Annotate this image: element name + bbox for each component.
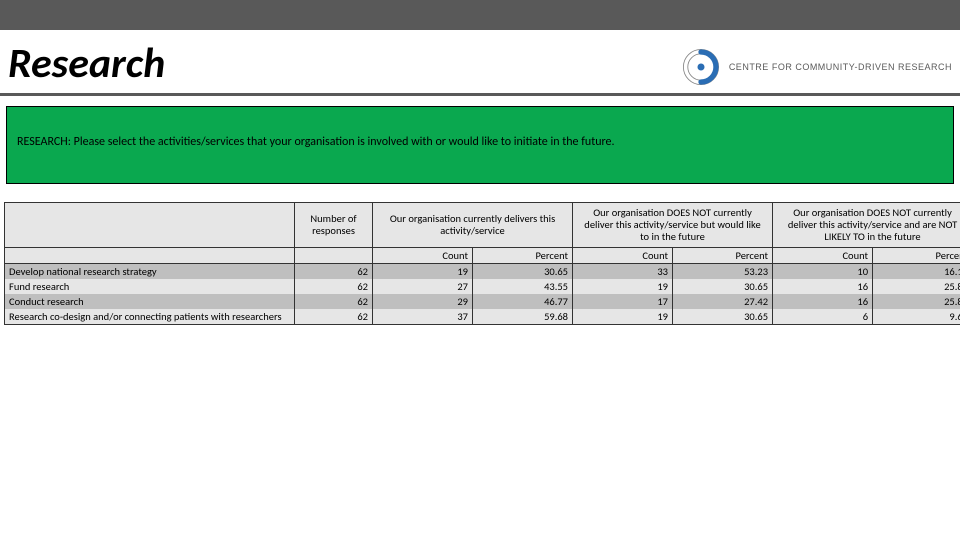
logo-icon — [679, 45, 723, 89]
cell-n: 62 — [295, 294, 373, 309]
table-row: Develop national research strategy621930… — [5, 264, 960, 280]
cell-n: 62 — [295, 279, 373, 294]
header-percent: Percent — [673, 248, 773, 264]
cell-percent: 25.81 — [873, 279, 960, 294]
cell-count: 37 — [373, 309, 473, 325]
top-bar — [0, 0, 960, 30]
cell-percent: 53.23 — [673, 264, 773, 280]
header-blank — [5, 248, 295, 264]
header-number-responses: Number of responses — [295, 203, 373, 248]
cell-label: Develop national research strategy — [5, 264, 295, 280]
cell-percent: 43.55 — [473, 279, 573, 294]
logo: CENTRE FOR COMMUNITY-DRIVEN RESEARCH — [679, 45, 952, 89]
cell-count: 6 — [773, 309, 873, 325]
logo-text: CENTRE FOR COMMUNITY-DRIVEN RESEARCH — [729, 62, 952, 72]
header-count: Count — [573, 248, 673, 264]
cell-n: 62 — [295, 264, 373, 280]
cell-percent: 16.13 — [873, 264, 960, 280]
header-blank — [295, 248, 373, 264]
table-row: Research co-design and/or connecting pat… — [5, 309, 960, 325]
header-percent: Percent — [873, 248, 960, 264]
cell-percent: 25.81 — [873, 294, 960, 309]
cell-count: 16 — [773, 279, 873, 294]
cell-label: Research co-design and/or connecting pat… — [5, 309, 295, 325]
data-table-wrap: Number of responses Our organisation cur… — [0, 202, 960, 325]
cell-label: Conduct research — [5, 294, 295, 309]
cell-percent: 30.65 — [673, 309, 773, 325]
page-title: Research — [8, 38, 165, 89]
cell-count: 27 — [373, 279, 473, 294]
cell-n: 62 — [295, 309, 373, 325]
table-row: Fund research622743.551930.651625.81 — [5, 279, 960, 294]
header-count: Count — [773, 248, 873, 264]
data-table: Number of responses Our organisation cur… — [4, 202, 960, 325]
table-body: Develop national research strategy621930… — [5, 264, 960, 325]
table-header-groups: Number of responses Our organisation cur… — [5, 203, 960, 248]
cell-percent: 30.65 — [673, 279, 773, 294]
header-blank — [5, 203, 295, 248]
cell-count: 19 — [573, 309, 673, 325]
table-header-sub: Count Percent Count Percent Count Percen… — [5, 248, 960, 264]
header: Research CENTRE FOR COMMUNITY-DRIVEN RES… — [0, 30, 960, 96]
header-percent: Percent — [473, 248, 573, 264]
cell-percent: 27.42 — [673, 294, 773, 309]
table-row: Conduct research622946.771727.421625.81 — [5, 294, 960, 309]
cell-count: 19 — [373, 264, 473, 280]
header-group-not-likely: Our organisation DOES NOT currently deli… — [773, 203, 960, 248]
header-count: Count — [373, 248, 473, 264]
cell-percent: 30.65 — [473, 264, 573, 280]
header-group-would-like: Our organisation DOES NOT currently deli… — [573, 203, 773, 248]
cell-count: 16 — [773, 294, 873, 309]
cell-percent: 9.68 — [873, 309, 960, 325]
cell-percent: 59.68 — [473, 309, 573, 325]
prompt-banner: RESEARCH: Please select the activities/s… — [6, 106, 954, 184]
cell-count: 10 — [773, 264, 873, 280]
prompt-text: RESEARCH: Please select the activities/s… — [17, 135, 943, 149]
cell-count: 29 — [373, 294, 473, 309]
cell-percent: 46.77 — [473, 294, 573, 309]
header-group-delivers: Our organisation currently delivers this… — [373, 203, 573, 248]
cell-label: Fund research — [5, 279, 295, 294]
cell-count: 17 — [573, 294, 673, 309]
cell-count: 33 — [573, 264, 673, 280]
cell-count: 19 — [573, 279, 673, 294]
